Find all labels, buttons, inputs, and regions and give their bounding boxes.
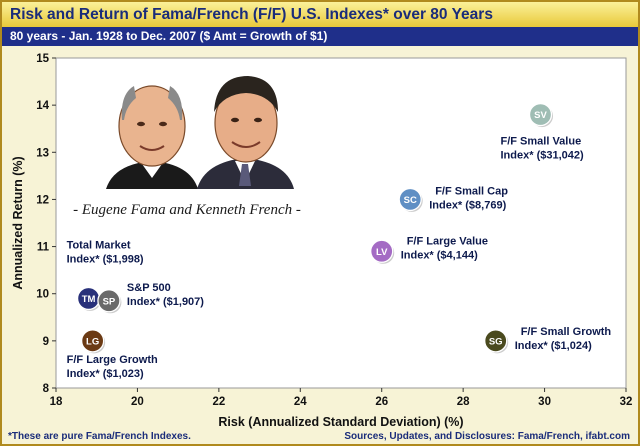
x-tick-label: 32: [620, 396, 633, 408]
fama-portrait: [106, 85, 198, 189]
point-label: Total Market: [67, 239, 131, 251]
point-code: SV: [534, 110, 547, 121]
point-label: Index* ($1,998): [67, 253, 144, 265]
point-marker: [80, 329, 105, 353]
data-point-sv: SV F/F Small Value Index* ($31,042): [501, 102, 584, 162]
points-layer: SV F/F Small Value Index* ($31,042) SC F/F S…: [67, 102, 612, 380]
x-tick-label: 18: [50, 396, 63, 408]
x-axis-label: Risk (Annualized Standard Deviation) (%): [218, 415, 463, 429]
point-label: F/F Small Cap: [435, 185, 508, 197]
point-label: F/F Small Growth: [521, 326, 612, 338]
data-point-tm: TM Total Market Index* ($1,998): [67, 239, 144, 311]
x-tick-label: 22: [212, 396, 225, 408]
data-point-sp: SP S&P 500 Index* ($1,907): [97, 282, 204, 314]
scatter-chart: - Eugene Fama and Kenneth French - 18 20 2…: [11, 53, 632, 429]
point-code: TM: [82, 294, 96, 305]
x-tick-label: 28: [457, 396, 470, 408]
axes-layer: 18 20 22 24 26 28 30 32 8 9 10 11 12 13 14 15: [36, 53, 632, 408]
point-label: Index* ($4,144): [401, 249, 478, 261]
point-marker: [97, 289, 121, 313]
data-point-lv: LV F/F Large Value Index* ($4,144): [370, 235, 488, 264]
point-marker: [484, 329, 508, 353]
footer-source: Sources, Updates, and Disclosures: Fama/…: [344, 431, 630, 442]
point-label: Index* ($8,769): [429, 199, 506, 211]
point-label: Index* ($1,907): [127, 296, 204, 308]
y-tick-label: 10: [36, 289, 49, 301]
point-code: SP: [103, 296, 116, 307]
footer-note: *These are pure Fama/French Indexes.: [8, 431, 191, 442]
point-marker: [528, 102, 553, 127]
x-tick-label: 26: [375, 396, 388, 408]
point-code: SG: [489, 336, 503, 347]
x-tick-label: 20: [131, 396, 144, 408]
point-marker: [370, 239, 394, 263]
portrait-illustration: - Eugene Fama and Kenneth French -: [73, 76, 301, 218]
x-tick-label: 24: [294, 396, 307, 408]
photo-caption: - Eugene Fama and Kenneth French -: [73, 202, 301, 218]
point-label: Index* ($1,024): [515, 340, 592, 352]
y-tick-label: 11: [37, 242, 50, 254]
y-tick-label: 12: [36, 194, 49, 206]
x-tick-label: 30: [538, 396, 551, 408]
y-tick-label: 9: [43, 336, 49, 348]
point-label: Index* ($31,042): [501, 150, 584, 162]
data-point-sc: SC F/F Small Cap Index* ($8,769): [398, 185, 508, 212]
data-point-sg: SG F/F Small Growth Index* ($1,024): [484, 326, 612, 354]
french-portrait: [197, 76, 294, 189]
y-tick-label: 8: [43, 383, 50, 395]
y-axis-label: Annualized Return (%): [11, 156, 25, 289]
point-marker: [398, 187, 422, 212]
point-code: SC: [404, 195, 417, 206]
point-label: S&P 500: [127, 282, 171, 294]
chart-title: Risk and Return of Fama/French (F/F) U.S…: [2, 2, 638, 27]
point-label: F/F Large Growth: [67, 354, 158, 366]
chart-subtitle: 80 years - Jan. 1928 to Dec. 2007 ($ Amt…: [2, 27, 638, 46]
point-code: LG: [86, 336, 99, 347]
y-tick-label: 13: [36, 147, 49, 159]
data-point-lg: LG F/F Large Growth Index* ($1,023): [67, 329, 158, 380]
y-tick-label: 14: [36, 100, 49, 112]
point-label: F/F Small Value: [501, 136, 582, 148]
point-label: F/F Large Value: [407, 235, 488, 247]
point-label: Index* ($1,023): [67, 368, 144, 380]
y-tick-label: 15: [36, 53, 49, 65]
point-code: LV: [376, 247, 388, 258]
